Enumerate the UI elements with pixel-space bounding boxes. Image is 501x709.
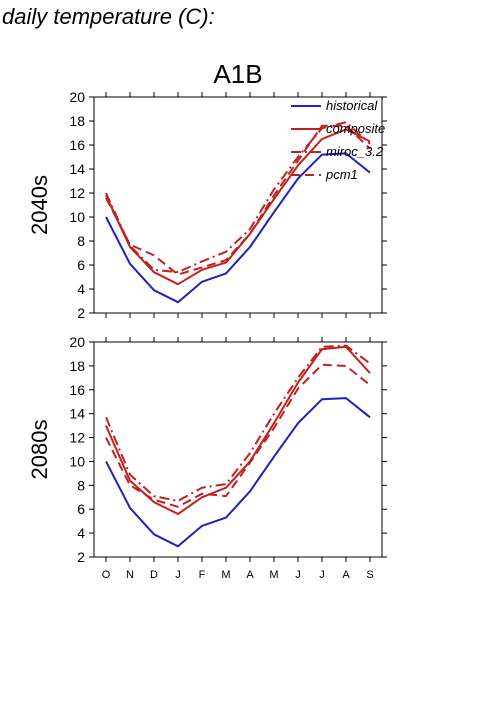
y-tick-label: 14 [69,161,85,177]
y-axis-label: 2080s [27,420,52,480]
y-tick-label: 14 [69,406,85,422]
y-tick-label: 8 [77,233,85,249]
series-line-historical [105,397,371,548]
y-tick-label: 10 [69,453,85,469]
x-tick-label: A [342,569,350,581]
y-tick-label: 12 [69,430,85,446]
x-tick-label: A [246,569,254,581]
series-line-historical [105,152,371,304]
series-line-miroc-3-2 [105,344,371,502]
y-tick-label: 2 [77,549,85,565]
y-tick-label: 20 [69,89,85,105]
chart-title: A1B [213,59,262,89]
x-tick-label: J [319,569,325,581]
y-tick-label: 18 [69,358,85,374]
x-tick-label: J [175,569,181,581]
legend-label: composite [326,121,385,136]
legend-label: pcm1 [325,167,358,182]
y-tick-label: 20 [69,334,85,350]
series-line-miroc-3-2 [105,121,371,274]
x-tick-label: M [269,569,278,581]
x-tick-label: F [199,569,206,581]
y-tick-label: 2 [77,305,85,321]
x-tick-label: D [150,569,158,581]
y-tick-label: 6 [77,501,85,517]
y-tick-label: 10 [69,209,85,225]
figure-heading: daily temperature (C): [2,4,215,29]
series-line-pcm1 [105,363,371,508]
y-tick-label: 16 [69,382,85,398]
y-tick-label: 6 [77,257,85,273]
x-tick-label: J [295,569,301,581]
plot-frame [93,341,383,558]
y-tick-label: 4 [77,525,85,541]
x-tick-label: O [102,569,111,581]
y-axis-label: 2040s [27,175,52,235]
series-line-pcm1 [105,124,371,276]
x-tick-label: N [126,569,134,581]
series-line-composite [105,345,371,515]
y-tick-label: 12 [69,185,85,201]
x-tick-label: M [221,569,230,581]
y-tick-label: 4 [77,281,85,297]
legend-label: miroc_3.2 [326,144,384,159]
plot-frame [93,96,383,314]
y-tick-label: 16 [69,137,85,153]
y-tick-label: 18 [69,113,85,129]
y-tick-label: 8 [77,477,85,493]
x-tick-label: S [366,569,373,581]
legend-label: historical [326,98,378,113]
